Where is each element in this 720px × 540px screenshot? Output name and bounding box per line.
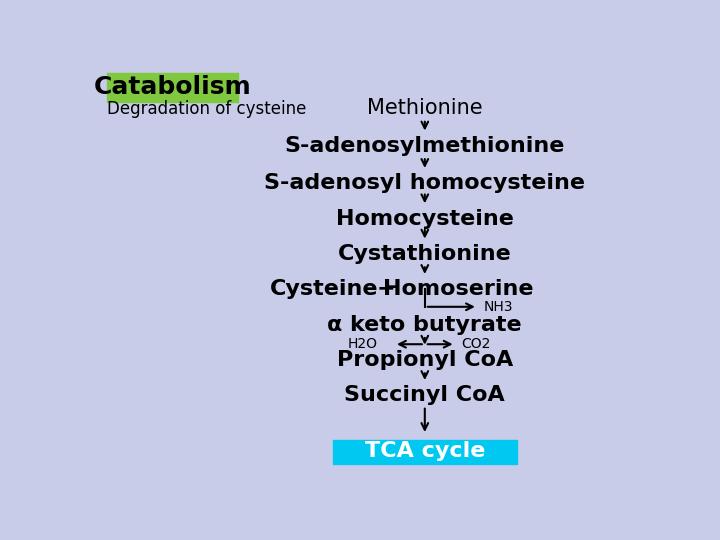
Text: TCA cycle: TCA cycle [364, 442, 485, 462]
Text: Succinyl CoA: Succinyl CoA [344, 386, 505, 406]
FancyBboxPatch shape [333, 440, 517, 464]
Text: Propionyl CoA: Propionyl CoA [337, 350, 513, 370]
Text: S-adenosyl homocysteine: S-adenosyl homocysteine [264, 173, 585, 193]
Text: Homocysteine: Homocysteine [336, 208, 514, 228]
Text: S-adenosylmethionine: S-adenosylmethionine [284, 136, 565, 156]
Text: Degradation of cysteine: Degradation of cysteine [107, 100, 306, 118]
Text: Methionine: Methionine [367, 98, 482, 118]
Text: α keto butyrate: α keto butyrate [328, 315, 522, 335]
Text: Cystathionine: Cystathionine [338, 244, 512, 264]
Text: +: + [377, 279, 395, 299]
Text: Catabolism: Catabolism [94, 75, 251, 99]
Text: H2O: H2O [347, 337, 377, 351]
FancyBboxPatch shape [107, 73, 238, 102]
Text: Homoserine: Homoserine [383, 279, 534, 299]
Text: CO2: CO2 [461, 337, 490, 351]
Text: Cysteine: Cysteine [270, 279, 379, 299]
Text: NH3: NH3 [483, 300, 513, 314]
